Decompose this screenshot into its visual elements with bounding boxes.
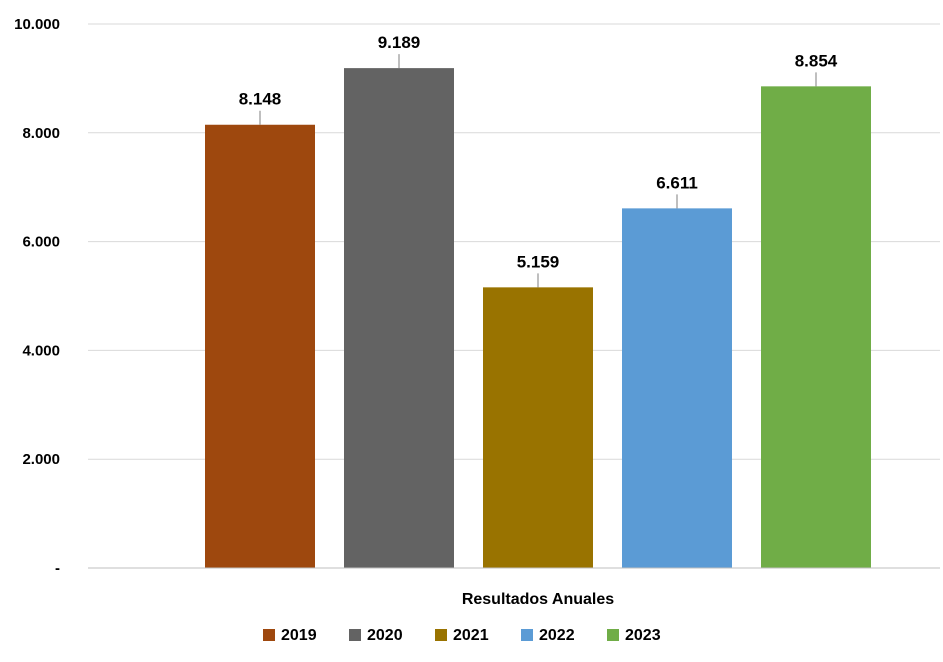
y-axis: - 2.000 4.000 6.000 8.000 10.000 [14, 16, 60, 577]
y-tick-label: - [55, 560, 60, 577]
bar-2021 [483, 287, 593, 568]
legend-label: 2021 [453, 627, 489, 644]
y-tick-label: 8.000 [22, 125, 60, 142]
legend: 2019 2020 2021 2022 2023 [263, 627, 661, 644]
legend-item-2021: 2021 [435, 627, 489, 644]
legend-swatch [435, 629, 447, 641]
legend-label: 2020 [367, 627, 403, 644]
data-label-2022: 6.611 [656, 173, 698, 192]
legend-item-2019: 2019 [263, 627, 317, 644]
legend-swatch [349, 629, 361, 641]
data-label-2021: 5.159 [517, 252, 560, 271]
legend-item-2020: 2020 [349, 627, 403, 644]
x-category-label: Resultados Anuales [462, 591, 614, 608]
legend-label: 2019 [281, 627, 317, 644]
bar-2023 [761, 86, 871, 568]
y-tick-label: 10.000 [14, 16, 60, 33]
y-tick-label: 2.000 [22, 451, 60, 468]
y-tick-label: 6.000 [22, 234, 60, 251]
bar-2019 [205, 124, 315, 568]
legend-label: 2022 [539, 627, 575, 644]
legend-swatch [521, 629, 533, 641]
bar-2020 [344, 68, 454, 568]
bars [205, 68, 871, 568]
data-label-2023: 8.854 [795, 51, 838, 70]
data-labels: 8.148 9.189 5.159 6.611 8.854 [239, 33, 838, 288]
data-label-2019: 8.148 [239, 90, 282, 109]
y-tick-label: 4.000 [22, 342, 60, 359]
legend-label: 2023 [625, 627, 661, 644]
x-axis: Resultados Anuales [88, 567, 940, 608]
bar-2022 [622, 208, 732, 568]
legend-swatch [263, 629, 275, 641]
legend-swatch [607, 629, 619, 641]
legend-item-2022: 2022 [521, 627, 575, 644]
data-label-2020: 9.189 [378, 33, 421, 52]
legend-item-2023: 2023 [607, 627, 661, 644]
